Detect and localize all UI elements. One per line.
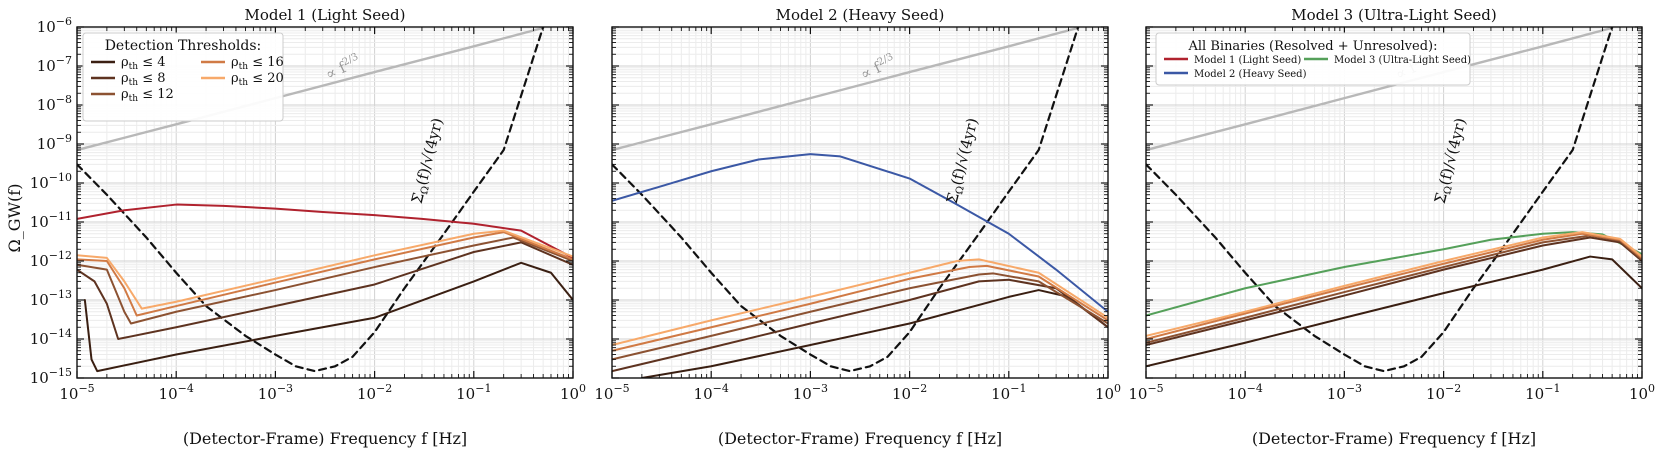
legend-label: ρth ≤ 12 [121, 87, 174, 104]
x-tick-label: 10−1 [456, 382, 491, 403]
series-line [612, 278, 1108, 373]
x-axis-label: (Detector-Frame) Frequency f [Hz] [183, 429, 467, 448]
y-tick-label: 10−15 [30, 366, 72, 387]
series-line [612, 153, 1108, 313]
sensitivity-annotation: ΣΩ(f)/√(4yr) [408, 116, 449, 206]
series-line [77, 231, 573, 317]
series-line [612, 272, 1108, 361]
y-axis-label: Ω_GW(f) [5, 184, 24, 253]
legend-label: ρth ≤ 16 [231, 55, 284, 72]
legend: All Binaries (Resolved + Unresolved):Mod… [1155, 32, 1471, 86]
y-tick-label: 10−11 [30, 210, 72, 231]
y-tick-label: 10−6 [37, 15, 72, 36]
chart-title: Model 1 (Light Seed) [245, 6, 406, 24]
x-tick-label: 10−4 [1228, 382, 1263, 403]
x-tick-label: 10−4 [159, 382, 194, 403]
x-tick-label: 100 [1095, 382, 1121, 403]
series-line [612, 258, 1108, 347]
legend-box [82, 32, 284, 122]
legend-title: All Binaries (Resolved + Unresolved): [1188, 39, 1438, 54]
x-tick-label: 10−3 [793, 382, 828, 403]
x-tick-label: 10−1 [1525, 382, 1560, 403]
x-tick-label: 10−5 [1128, 382, 1163, 403]
series-line [77, 236, 573, 325]
chart-title: Model 2 (Heavy Seed) [776, 6, 945, 24]
series-line [77, 27, 545, 373]
plot-frame [76, 26, 574, 379]
series-line [1146, 27, 1614, 373]
y-tick-label: 10−13 [30, 288, 72, 309]
legend-label: Model 2 (Heavy Seed) [1194, 69, 1307, 80]
series-line [1146, 255, 1642, 368]
series-line [1146, 236, 1642, 347]
series-line [77, 27, 545, 152]
y-tick-label: 10−10 [30, 171, 72, 192]
x-tick-label: 10−5 [59, 382, 94, 403]
y-tick-label: 10−8 [37, 93, 72, 114]
x-tick-label: 10−2 [1426, 382, 1461, 403]
x-axis-label: (Detector-Frame) Frequency f [Hz] [718, 429, 1002, 448]
series-line [1146, 231, 1642, 337]
legend-label: Model 3 (Ultra-Light Seed) [1334, 55, 1471, 66]
x-tick-label: 10−3 [258, 382, 293, 403]
y-tick-label: 10−14 [30, 327, 72, 348]
y-tick-label: 10−7 [37, 54, 72, 75]
series-group [612, 27, 1108, 378]
series-line [77, 241, 573, 340]
grid [611, 27, 1108, 379]
x-tick-label: 10−5 [594, 382, 629, 403]
series-line [640, 289, 1108, 378]
sensitivity-annotation: ΣΩ(f)/√(4yr) [943, 116, 984, 206]
series-line [1146, 232, 1642, 340]
legend-title: Detection Thresholds: [105, 38, 262, 54]
series-line [77, 229, 573, 310]
series-line [77, 203, 573, 259]
series-line [83, 261, 573, 373]
legend-label: ρth ≤ 4 [121, 55, 166, 72]
x-tick-label: 10−2 [892, 382, 927, 403]
series-line [612, 27, 1080, 373]
x-axis-label: (Detector-Frame) Frequency f [Hz] [1252, 429, 1536, 448]
x-tick-label: 10−2 [357, 382, 392, 403]
x-tick-label: 10−3 [1327, 382, 1362, 403]
y-tick-label: 10−12 [30, 249, 72, 270]
panel-model-3: Model 3 (Ultra-Light Seed) (Detector-Fra… [1128, 6, 1655, 448]
x-tick-label: 10−4 [694, 382, 729, 403]
svg-text:ΣΩ(f)/√(4yr): ΣΩ(f)/√(4yr) [943, 116, 984, 206]
chart-title: Model 3 (Ultra-Light Seed) [1291, 6, 1497, 24]
plot-frame [1145, 26, 1643, 379]
x-tick-label: 100 [560, 382, 586, 403]
svg-text:ΣΩ(f)/√(4yr): ΣΩ(f)/√(4yr) [1431, 116, 1472, 206]
svg-text:ΣΩ(f)/√(4yr): ΣΩ(f)/√(4yr) [408, 116, 449, 206]
panel-model-1: Model 1 (Light Seed) (Detector-Frame) Fr… [5, 6, 586, 448]
legend-label: ρth ≤ 8 [121, 71, 166, 88]
series-line [612, 27, 1080, 152]
x-tick-label: 100 [1629, 382, 1655, 403]
ticks [611, 26, 1109, 379]
ticks [1145, 26, 1643, 379]
plot-frame [611, 26, 1109, 379]
legend-label: ρth ≤ 20 [231, 71, 284, 88]
y-tick-label: 10−9 [37, 132, 72, 153]
sensitivity-annotation: ΣΩ(f)/√(4yr) [1431, 116, 1472, 206]
legend-label: Model 1 (Light Seed) [1194, 55, 1301, 66]
x-tick-label: 10−1 [991, 382, 1026, 403]
series-line [612, 264, 1108, 352]
panel-model-2: Model 2 (Heavy Seed) (Detector-Frame) Fr… [594, 6, 1121, 448]
series-group [77, 27, 573, 373]
